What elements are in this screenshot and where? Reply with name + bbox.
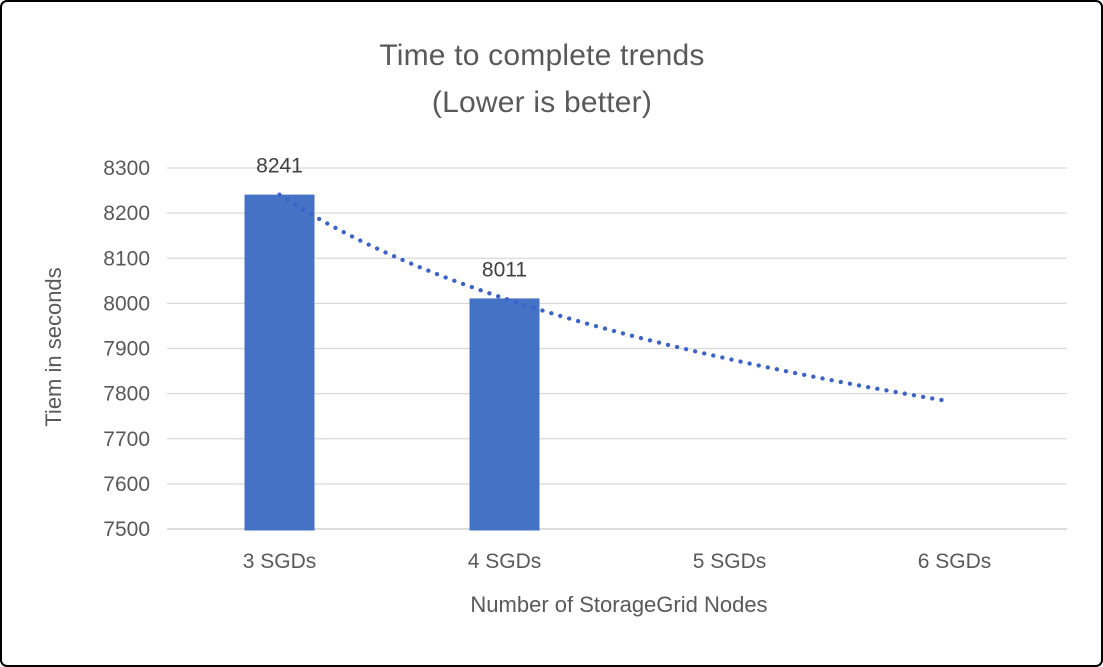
y-tick-label: 8100 (103, 247, 150, 270)
x-tick-label: 6 SGDs (918, 550, 992, 573)
chart-title-line2: (Lower is better) (431, 86, 653, 119)
bar-data-label: 8241 (256, 155, 303, 178)
y-tick-label: 7800 (103, 383, 150, 406)
x-tick-label: 4 SGDs (468, 550, 542, 573)
y-tick-label: 7600 (103, 473, 150, 496)
x-tick-label: 3 SGDs (243, 550, 317, 573)
trendline-dotted (277, 192, 953, 404)
x-tick-label: 5 SGDs (693, 550, 767, 573)
chart-title-line1: Time to complete trends (379, 39, 705, 72)
chart-title: Time to complete trends (Lower is better… (2, 32, 1082, 126)
y-tick-label: 7500 (103, 518, 150, 541)
y-tick-label: 8000 (103, 292, 150, 315)
x-axis-title: Number of StorageGrid Nodes (470, 592, 767, 617)
bar-4-sgds (469, 298, 540, 531)
y-tick-label: 7900 (103, 338, 150, 361)
y-tick-label: 8300 (103, 157, 150, 180)
y-tick-label: 7700 (103, 428, 150, 451)
y-axis-title: Tiem in seconds (41, 267, 66, 426)
bar-data-label: 8011 (482, 258, 527, 281)
bar-3-sgds (244, 194, 315, 531)
y-tick-label: 8200 (103, 202, 150, 225)
